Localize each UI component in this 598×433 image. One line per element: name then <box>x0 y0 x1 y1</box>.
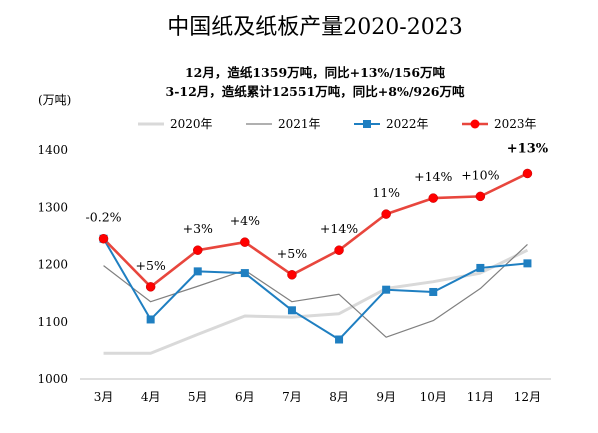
series-marker <box>240 269 249 278</box>
x-tick-label: 12月 <box>514 390 541 404</box>
x-tick-label: 3月 <box>94 390 114 404</box>
data-label: +5% <box>277 246 307 261</box>
series-markers <box>98 168 533 344</box>
series-marker <box>193 245 203 255</box>
series-marker <box>523 259 532 268</box>
series-lines <box>102 172 529 355</box>
series-marker <box>287 306 296 315</box>
y-tick-label: 1300 <box>37 200 68 214</box>
x-tick-label: 4月 <box>141 390 161 404</box>
y-tick-label: 1200 <box>37 258 68 272</box>
x-tick-label: 7月 <box>282 390 302 404</box>
series-marker <box>287 270 297 280</box>
legend-label: 2023年 <box>494 117 537 131</box>
series-marker <box>381 209 391 219</box>
x-tick-label: 6月 <box>235 390 255 404</box>
series-marker <box>240 237 250 247</box>
y-axis-label: (万吨) <box>38 93 71 107</box>
x-tick-label: 8月 <box>329 390 349 404</box>
data-label: +14% <box>320 221 358 236</box>
series-marker <box>98 233 109 244</box>
series-marker <box>476 263 485 272</box>
data-label: 11% <box>372 185 400 200</box>
data-label: +4% <box>230 213 260 228</box>
data-label: +5% <box>135 258 165 273</box>
series-line <box>102 172 529 289</box>
data-label: +14% <box>414 169 452 184</box>
data-label: +13% <box>507 141 549 156</box>
series-marker <box>428 193 438 203</box>
legend-marker <box>470 119 480 129</box>
legend-label: 2020年 <box>170 117 213 131</box>
y-tick-label: 1400 <box>37 143 68 157</box>
series-marker <box>146 315 155 324</box>
series-marker <box>522 168 533 179</box>
y-tick-label: 1100 <box>37 315 68 329</box>
series-marker <box>334 245 344 255</box>
series-marker <box>382 285 391 294</box>
series-marker <box>429 287 438 296</box>
data-label: -0.2% <box>86 210 122 225</box>
data-label: +3% <box>183 221 213 236</box>
y-tick-label: 1000 <box>37 372 68 386</box>
legend-marker <box>363 120 371 128</box>
axes: 3月 4月 5月 6月 7月 8月 9月 10月 11月 12月 1000 1100 1200 1300 1… <box>37 143 551 404</box>
x-tick-label: 9月 <box>376 390 396 404</box>
data-label: +10% <box>461 167 499 182</box>
series-line <box>102 238 528 341</box>
chart-subtitle-1: 12月，造纸1359万吨，同比+13%/156万吨 <box>185 65 446 80</box>
legend-label: 2022年 <box>386 117 429 131</box>
series-marker <box>193 267 202 276</box>
series-line <box>103 244 528 338</box>
legend: 2020年 2021年 2022年 2023年 <box>138 117 537 131</box>
data-labels: -0.2% +5% +3% +4% +5% +14% 11% +14% +10% +13% <box>86 141 549 272</box>
x-tick-label: 5月 <box>188 390 208 404</box>
chart-title: 中国纸及纸板产量2020-2023 <box>167 15 462 40</box>
series-marker <box>145 282 156 292</box>
chart-subtitle-2: 3-12月，造纸累计12551万吨，同比+8%/926万吨 <box>166 84 465 99</box>
legend-label: 2021年 <box>278 117 321 131</box>
series-marker <box>335 335 344 344</box>
series-line <box>103 248 529 355</box>
series-marker <box>475 191 486 202</box>
x-tick-label: 11月 <box>467 390 494 404</box>
x-tick-label: 10月 <box>420 390 447 404</box>
